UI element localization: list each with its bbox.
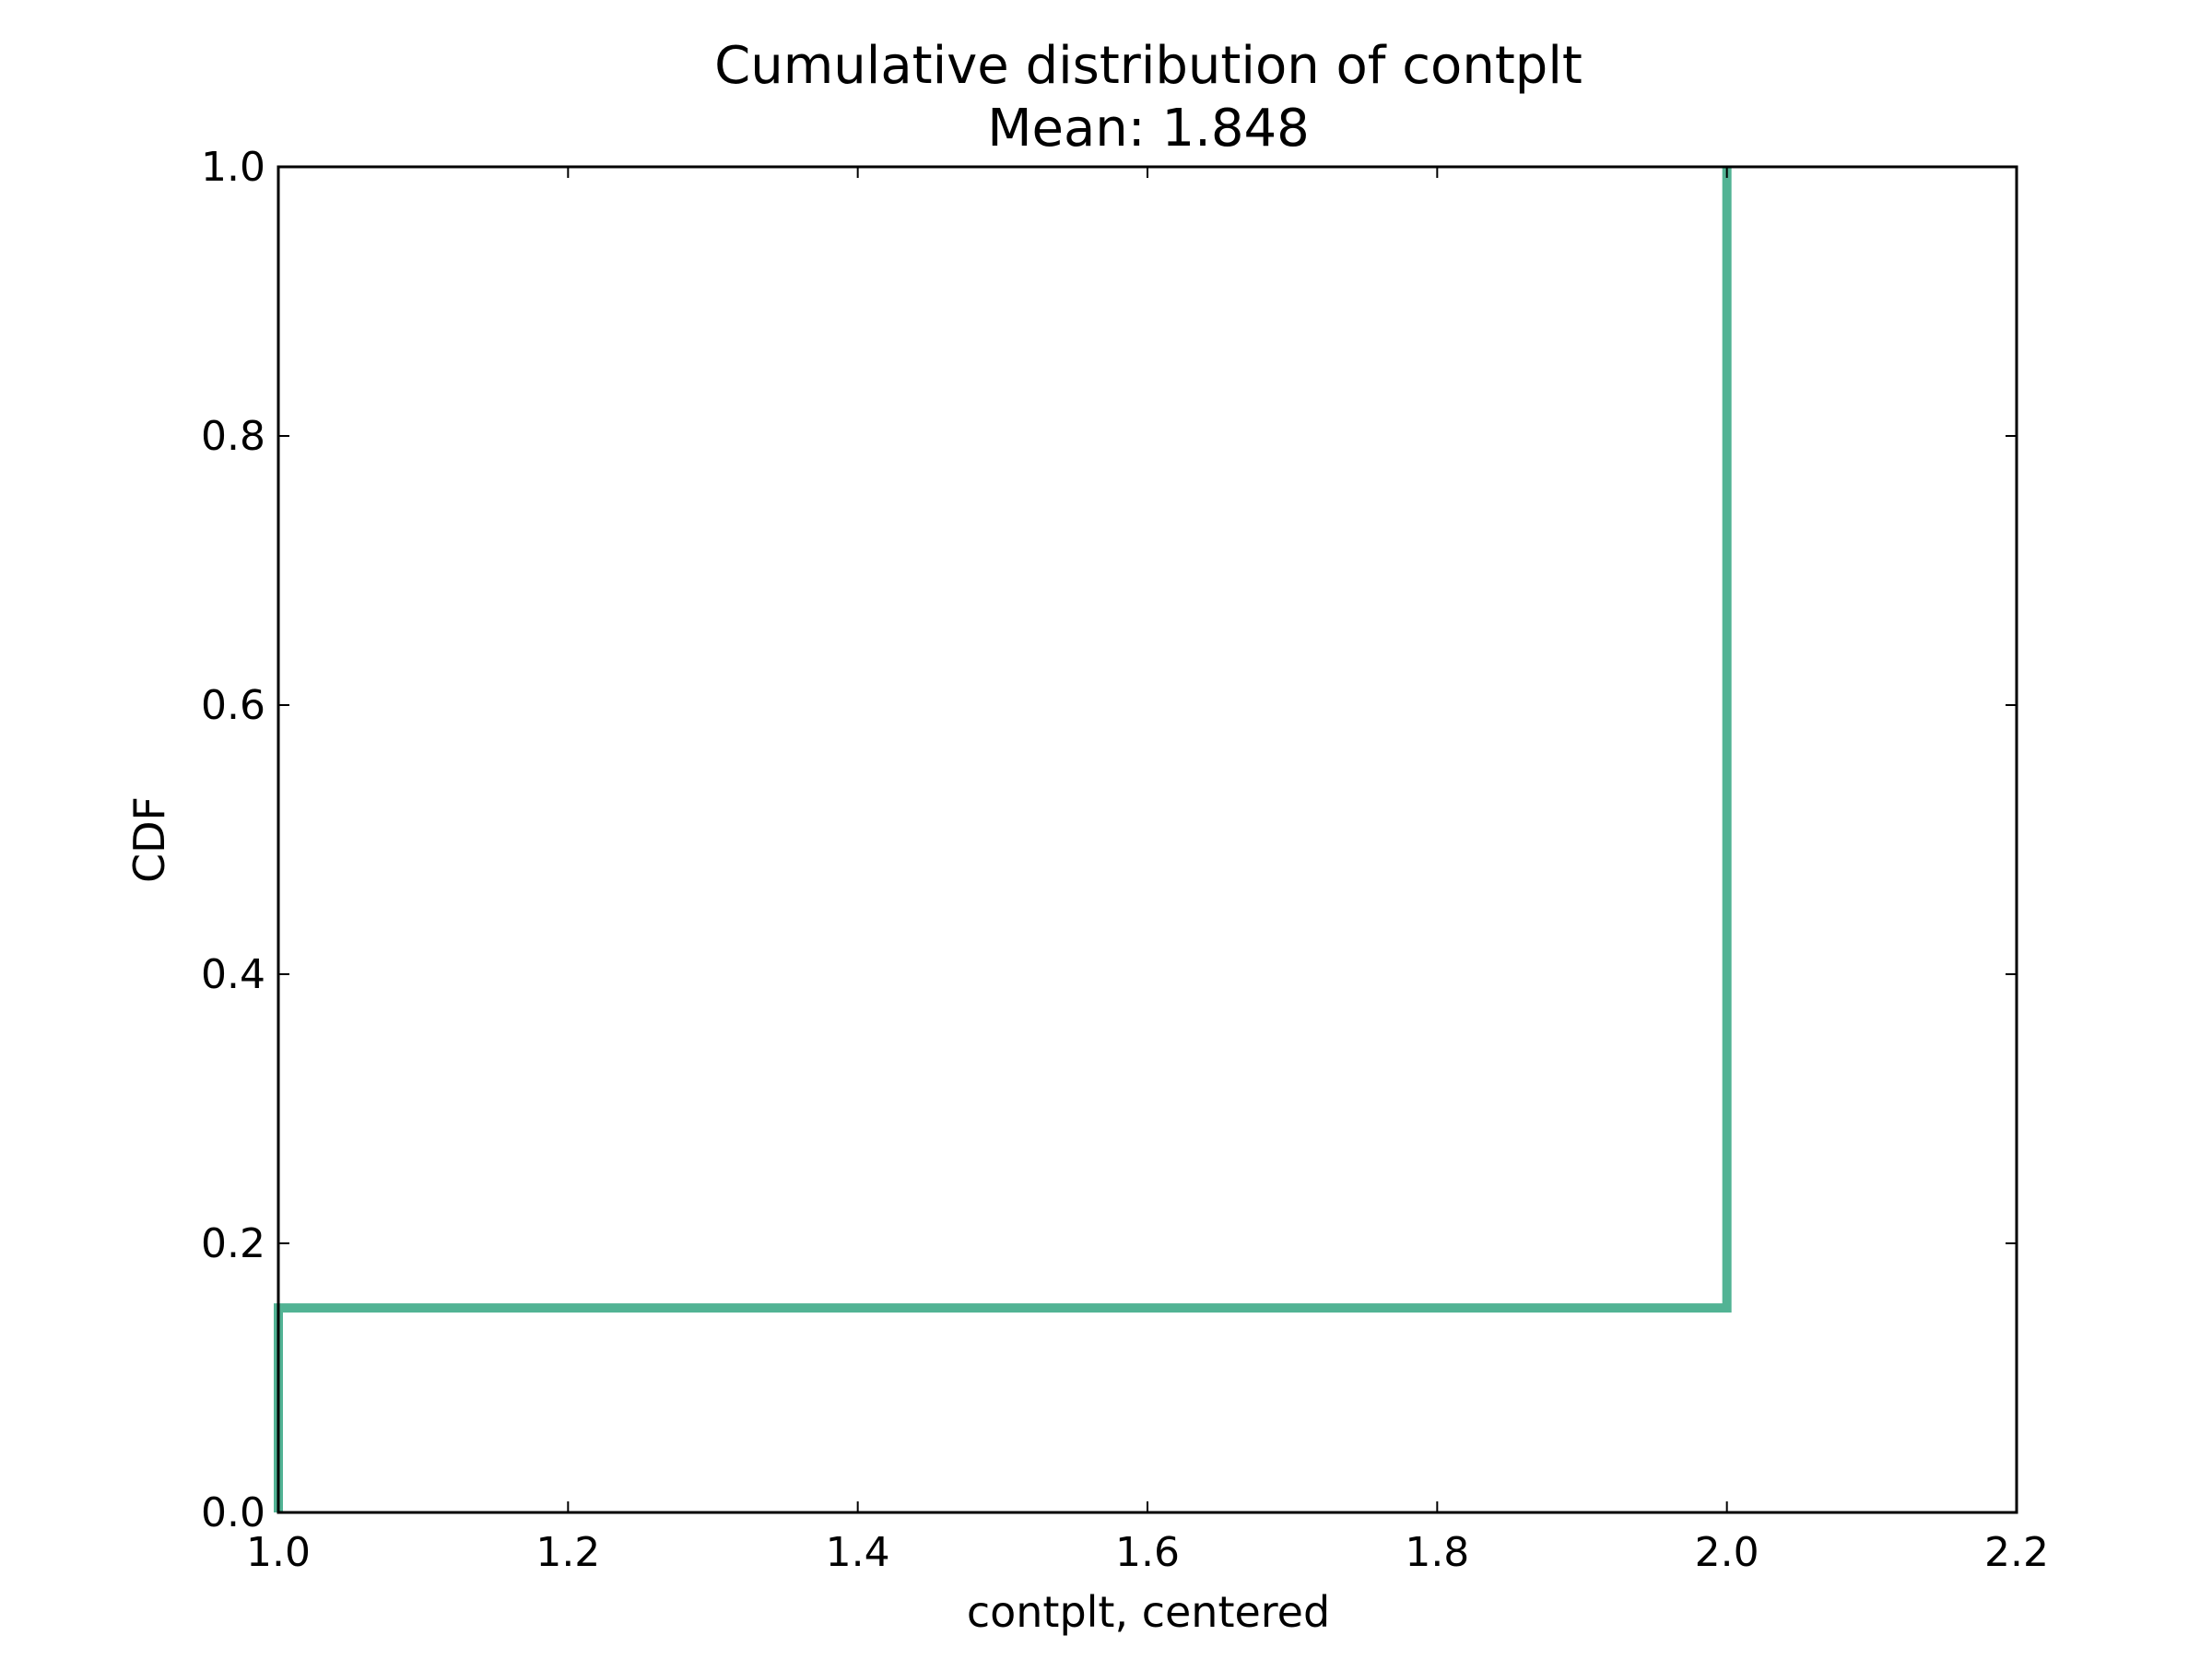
y-axis: 0.0 0.2 0.4 0.6 0.8 1.0 — [201, 144, 2017, 1536]
y-tick-label: 0.4 — [201, 951, 265, 998]
y-axis-label: CDF — [124, 796, 174, 883]
y-tick-label: 0.6 — [201, 682, 265, 729]
x-tick-label: 1.6 — [1115, 1529, 1180, 1576]
y-tick-label: 0.2 — [201, 1220, 265, 1267]
cdf-series-line-0 — [274, 167, 1732, 1512]
x-tick-label: 1.2 — [535, 1529, 600, 1576]
x-tick-label: 2.0 — [1695, 1529, 1759, 1576]
x-tick-label: 1.8 — [1405, 1529, 1469, 1576]
x-axis: 1.0 1.2 1.4 1.6 1.8 2.0 2.2 — [246, 167, 2049, 1576]
chart-title: Cumulative distribution of contplt — [714, 36, 1583, 96]
x-axis-label: contplt, centered — [967, 1587, 1330, 1637]
x-tick-label: 1.0 — [246, 1529, 311, 1576]
x-tick-label: 1.4 — [826, 1529, 890, 1576]
plot-area — [274, 167, 1732, 1512]
x-tick-label: 2.2 — [1984, 1529, 2049, 1576]
y-tick-label: 1.0 — [201, 144, 265, 191]
y-tick-label: 0.0 — [201, 1489, 265, 1536]
y-tick-label: 0.8 — [201, 413, 265, 460]
chart-subtitle: Mean: 1.848 — [987, 99, 1310, 159]
